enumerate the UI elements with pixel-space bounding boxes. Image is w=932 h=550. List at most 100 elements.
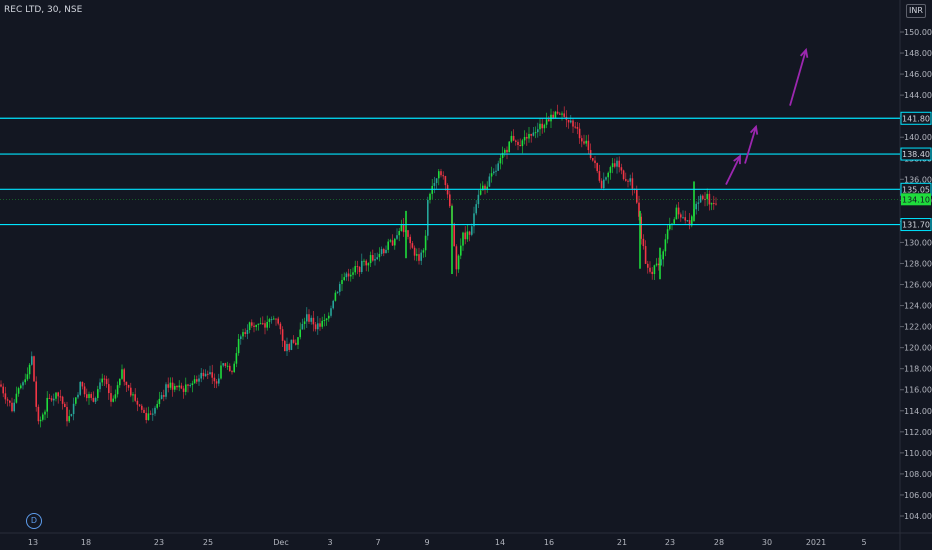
candle-body (37, 406, 40, 422)
candle-body (64, 403, 66, 408)
candle-body (631, 178, 634, 189)
candle-body (130, 387, 132, 396)
candle-body (9, 400, 11, 403)
candle-body (603, 179, 605, 189)
y-tick-label: 140.00 (904, 133, 932, 142)
candle-body (101, 378, 103, 383)
candle-body (86, 394, 88, 399)
candle-body (154, 407, 156, 414)
level-price-label: 135.05 (902, 185, 930, 194)
candle-body (193, 379, 196, 384)
candle-body (132, 394, 134, 396)
candle-body (418, 254, 420, 261)
candle-body (625, 179, 627, 181)
candle-body (94, 398, 97, 402)
candle-body (548, 119, 550, 122)
candle-body (202, 372, 205, 377)
candle-body (290, 339, 293, 350)
candle-body (147, 413, 150, 421)
y-tick-label: 122.00 (904, 323, 932, 332)
candle-body (554, 111, 557, 119)
currency-badge[interactable]: INR (906, 4, 926, 18)
candle-body (187, 384, 189, 386)
candle-body (684, 217, 686, 221)
candle-body (495, 170, 497, 172)
candle-body (526, 136, 528, 139)
candle-body (119, 378, 121, 386)
projection-arrow[interactable] (744, 124, 759, 164)
candle-body (677, 207, 680, 215)
candle-body (396, 235, 398, 239)
last-price-tag (901, 193, 931, 206)
candle-body (169, 382, 172, 388)
y-tick-label: 108.00 (904, 470, 932, 479)
candle-body (204, 373, 207, 377)
candle-body (215, 381, 218, 384)
candle-body (220, 365, 222, 379)
candle-body (13, 402, 15, 412)
candle-body (424, 235, 427, 251)
candle-body (226, 365, 229, 367)
candle-body (464, 232, 466, 240)
candle-body (715, 203, 717, 205)
candle-body (167, 384, 169, 388)
candle-body (138, 404, 141, 406)
y-tick-label: 128.00 (904, 259, 932, 268)
candle-body (559, 113, 561, 115)
candle-body (31, 356, 33, 365)
candle-body (561, 113, 563, 115)
candle-body (321, 320, 323, 327)
candle-body (88, 394, 90, 399)
last-price-label: 134.10 (902, 195, 930, 204)
candle-body (578, 128, 581, 139)
candle-body (504, 149, 506, 153)
candle-body (279, 323, 282, 330)
candle-body (618, 160, 620, 168)
candle-body (398, 230, 400, 236)
candle-body (0, 384, 2, 387)
candle-body (697, 202, 700, 204)
candle-body (537, 129, 539, 133)
candle-body (121, 369, 123, 379)
candle-body (389, 240, 392, 242)
candle-body (61, 396, 64, 404)
y-tick-label: 126.00 (904, 281, 932, 290)
candle-body (152, 413, 154, 415)
candle-body (627, 180, 629, 182)
candle-body (449, 194, 451, 207)
candle-body (457, 255, 460, 270)
candle-body (695, 203, 697, 210)
candle-body (46, 397, 48, 412)
candle-body (517, 141, 519, 145)
candle-body (308, 314, 310, 322)
candle-body (521, 140, 524, 147)
x-tick-label: 30 (762, 538, 772, 547)
candles (0, 104, 717, 428)
x-tick-label: 5 (861, 538, 866, 547)
projection-arrow[interactable] (725, 154, 741, 185)
candle-body (686, 220, 689, 222)
candle-body (299, 329, 301, 338)
candle-body (224, 363, 227, 367)
candle-body (116, 385, 119, 395)
y-tick-label: 144.00 (904, 91, 932, 100)
candle-body (171, 382, 174, 390)
candle-body (471, 226, 473, 235)
candle-body (240, 336, 242, 339)
projection-arrow[interactable] (789, 47, 809, 106)
candle-body (713, 203, 715, 205)
candle-body (636, 189, 638, 203)
candle-body (231, 371, 233, 373)
candle-body (407, 230, 409, 237)
candle-body (642, 238, 645, 247)
candle-body (110, 393, 112, 402)
candle-body (607, 172, 609, 178)
candle-body (620, 167, 623, 171)
candle-body (339, 284, 341, 292)
y-tick-label: 150.00 (904, 28, 932, 37)
candle-body (649, 267, 651, 272)
candle-body (581, 138, 583, 142)
candle-body (501, 152, 504, 158)
candle-body (59, 396, 62, 398)
